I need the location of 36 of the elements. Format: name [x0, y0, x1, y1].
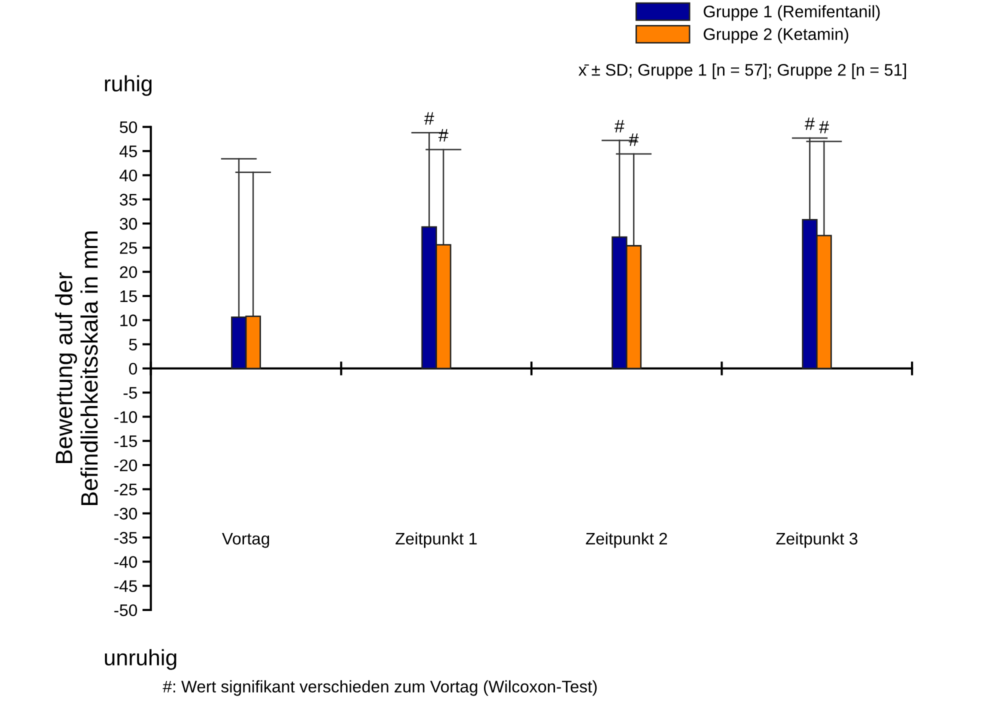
text: ruhig [105, 75, 152, 96]
y-tick-label: 50 [120, 121, 138, 134]
y-axis-title: Bewertung auf der Befindlichkeitsskala in mm [55, 232, 98, 505]
y-tick-label: 45 [120, 146, 137, 158]
y-tick-label: -35 [114, 532, 137, 544]
text: x̄ ± SD; Gruppe 1 [n = 57]; Gruppe 2 [n = 51] [578, 64, 906, 80]
y-tick-label: 5 [129, 338, 137, 350]
annotation: # [804, 118, 815, 130]
y-tick-label: -15 [114, 435, 137, 448]
text: #: Wert signifikant verschieden zum Vortag (Wilcoxon-Test) [162, 680, 597, 696]
y-tick-label: 40 [120, 170, 138, 182]
y-tick-label: 10 [120, 314, 138, 326]
y-tick-label: 25 [120, 242, 137, 254]
text: # [424, 112, 434, 125]
y-tick-label: 30 [120, 218, 138, 230]
y-tick-label: -20 [114, 459, 138, 472]
annotation: # [614, 120, 624, 132]
legend-label: Gruppe 1 (Remifentanil) [704, 5, 880, 21]
text: unruhig [104, 649, 176, 670]
y-tick-label: -25 [114, 484, 137, 496]
y-tick-label: 0 [129, 362, 138, 375]
x-tick-label: Zeitpunkt 2 [586, 532, 667, 548]
y-tick-label: 35 [120, 194, 137, 206]
x-tick-label: Zeitpunkt 1 [396, 532, 477, 548]
legend-label: Gruppe 2 (Ketamin) [704, 28, 848, 44]
y-tick-label: -45 [114, 580, 137, 592]
x-tick-label: Zeitpunkt 3 [776, 532, 858, 548]
y-tick-label: -40 [114, 556, 138, 568]
y-tick-label: -30 [114, 508, 138, 520]
y-tick-label: -50 [114, 604, 138, 616]
annotation: # [819, 120, 829, 134]
y-tick-label: 15 [120, 290, 137, 302]
x-tick-label: Vortag [222, 532, 270, 548]
y-tick-label: 20 [120, 266, 138, 278]
y-tick-label: -5 [124, 387, 137, 399]
y-tick-label: -10 [114, 411, 138, 423]
